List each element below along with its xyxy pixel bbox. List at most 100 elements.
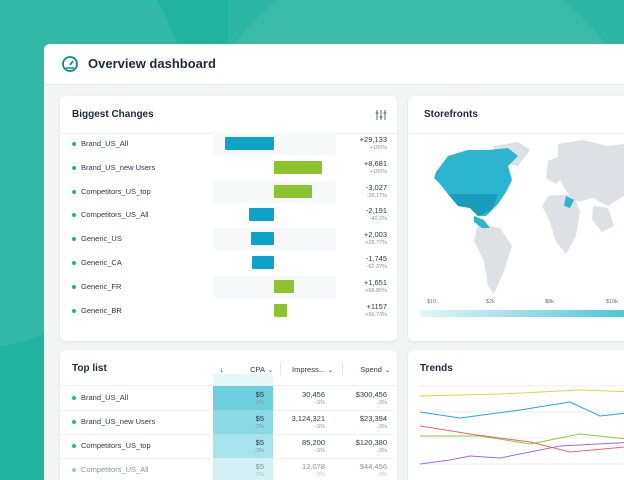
chevron: ⌄ [384,368,390,374]
rows: Brand_US_All +29,133 +100% Brand_US_new Use… [60,132,397,337]
change-bar [274,303,287,317]
change-value: -2,191 [365,206,387,216]
impressions-value: 85,200 [302,438,325,447]
change-percent: -62.37% [366,264,388,270]
cpa-change: -3% [254,472,264,478]
column-title: Impress... [292,365,325,374]
list-row: Brand_US_All $5 -3% 30,456 -3% $300,456 -3% [60,386,397,411]
cpa-cell [213,434,273,458]
sort-arrow: ↓ [220,365,224,374]
change-bar [274,160,322,174]
stripe [213,252,336,274]
change-value: +8,681 [363,158,387,168]
trend-lines [420,385,624,465]
list-row: Brand_US_new Users $5 -3% 3,124,321 -3% $23,3… [60,410,397,435]
change-value: +1157 [366,301,387,311]
cpa-cell [213,386,273,410]
chevron: ⌄ [267,368,273,374]
impressions-change: -3% [315,400,325,406]
change-percent: +100% [369,168,387,175]
status-dot [72,165,76,170]
change-percent: -28,17% [366,192,388,199]
impressions-change: -3% [315,472,325,478]
cpa-cell [213,410,273,434]
status-dot [72,396,76,400]
column-header[interactable]: CPA ⌄ ↓ [220,365,273,374]
legend-labels: $10 $2k $8k $10k [420,299,624,309]
card-title: Storefronts [424,109,478,120]
biggest-changes-card: Biggest Changes Brand_US_All +29,133 +100%… [60,96,397,341]
row-label: Competitors_US_All [81,465,149,474]
change-bar [251,232,274,246]
status-dot [72,308,76,313]
filter-button[interactable] [375,109,387,121]
trends-card: Trends [408,350,624,480]
card-title: Top list [72,363,107,374]
impressions-value: 30,456 [302,390,325,399]
change-row: Generic_CA -1,745 -62.37% [60,251,397,275]
impressions-value: 3,124,321 [291,414,325,423]
change-bar [249,208,274,222]
list-row: Competitors_US_All $5 -3% 12,078 -3% $44,456-… [60,458,397,480]
change-value: -1,745 [365,254,387,263]
change-row: Generic_BR +1157 +56.73% [60,299,397,323]
row-label: Competitors_US_top [81,441,151,450]
legend-label: $10k [606,299,618,305]
cpa-value: $5 [255,438,264,447]
legend-label: $8k [545,299,554,305]
row-label: Brand_US_All [81,139,129,148]
row-label: Competitors_US_All [81,210,149,220]
status-dot [72,189,76,194]
status-dot [72,213,76,218]
change-value: -3,027 [365,182,387,192]
cpa-value: $5 [255,390,264,399]
chevron: ⌄ [327,368,333,374]
status-dot [72,142,76,146]
impressions-value: 12,078 [302,462,325,471]
spend-value: $44,456 [359,462,387,471]
row-label: Brand_US_new Users [81,417,156,426]
change-value: +1,651 [363,277,387,287]
change-bar [274,279,294,293]
spend-value: $300,456 [355,390,387,399]
column-header[interactable]: Spend ⌄ [340,365,390,374]
change-percent: +68.85% [365,287,387,294]
column-header[interactable]: Impress... ⌄ [278,365,333,374]
rows: Brand_US_All $5 -3% 30,456 -3% $300,456 -3% Bra… [60,386,397,480]
row-label: Brand_US_new Users [81,162,156,172]
stripe [213,204,336,227]
row-label: Competitors_US_top [81,186,151,196]
column-separator [280,362,281,376]
change-row: Competitors_US_top -3,027 -28,17% [60,180,397,204]
cpa-change: -3% [254,448,264,454]
cpa-change: -3% [254,400,264,406]
column-title: Spend [360,365,382,374]
dashboard-icon [62,56,78,72]
spend-change: -3% [377,472,387,478]
status-dot [72,420,76,424]
stripe [213,228,336,251]
column-headers: CPA ⌄ ↓ Impress... ⌄ Spend ⌄ [60,358,397,382]
legend-label: $2k [486,299,495,305]
change-row: Brand_US_All +29,133 +100% [60,132,397,156]
change-bar [225,137,274,150]
spend-value: $120,380 [355,438,387,447]
change-bar [274,184,312,198]
status-dot [72,284,76,289]
change-row: Generic_US +2,003 +28.77% [60,227,397,251]
column-separator [342,362,343,376]
change-percent: +100% [369,145,387,151]
impressions-change: -3% [315,448,325,454]
change-percent: +56.73% [365,311,387,318]
row-label: Generic_US [81,234,122,244]
spend-change: -3% [377,424,387,430]
cpa-value: $5 [255,462,264,471]
card-title: Trends [420,363,453,374]
change-row: Generic_FR +1,651 +68.85% [60,275,397,299]
world-map [434,140,624,294]
row-label: Generic_FR [81,281,122,291]
column-title: CPA [250,365,265,374]
top-list-card: Top list CPA ⌄ ↓ Impress... ⌄ Spend ⌄ Brand_US… [60,350,397,480]
status-dot [72,237,76,242]
